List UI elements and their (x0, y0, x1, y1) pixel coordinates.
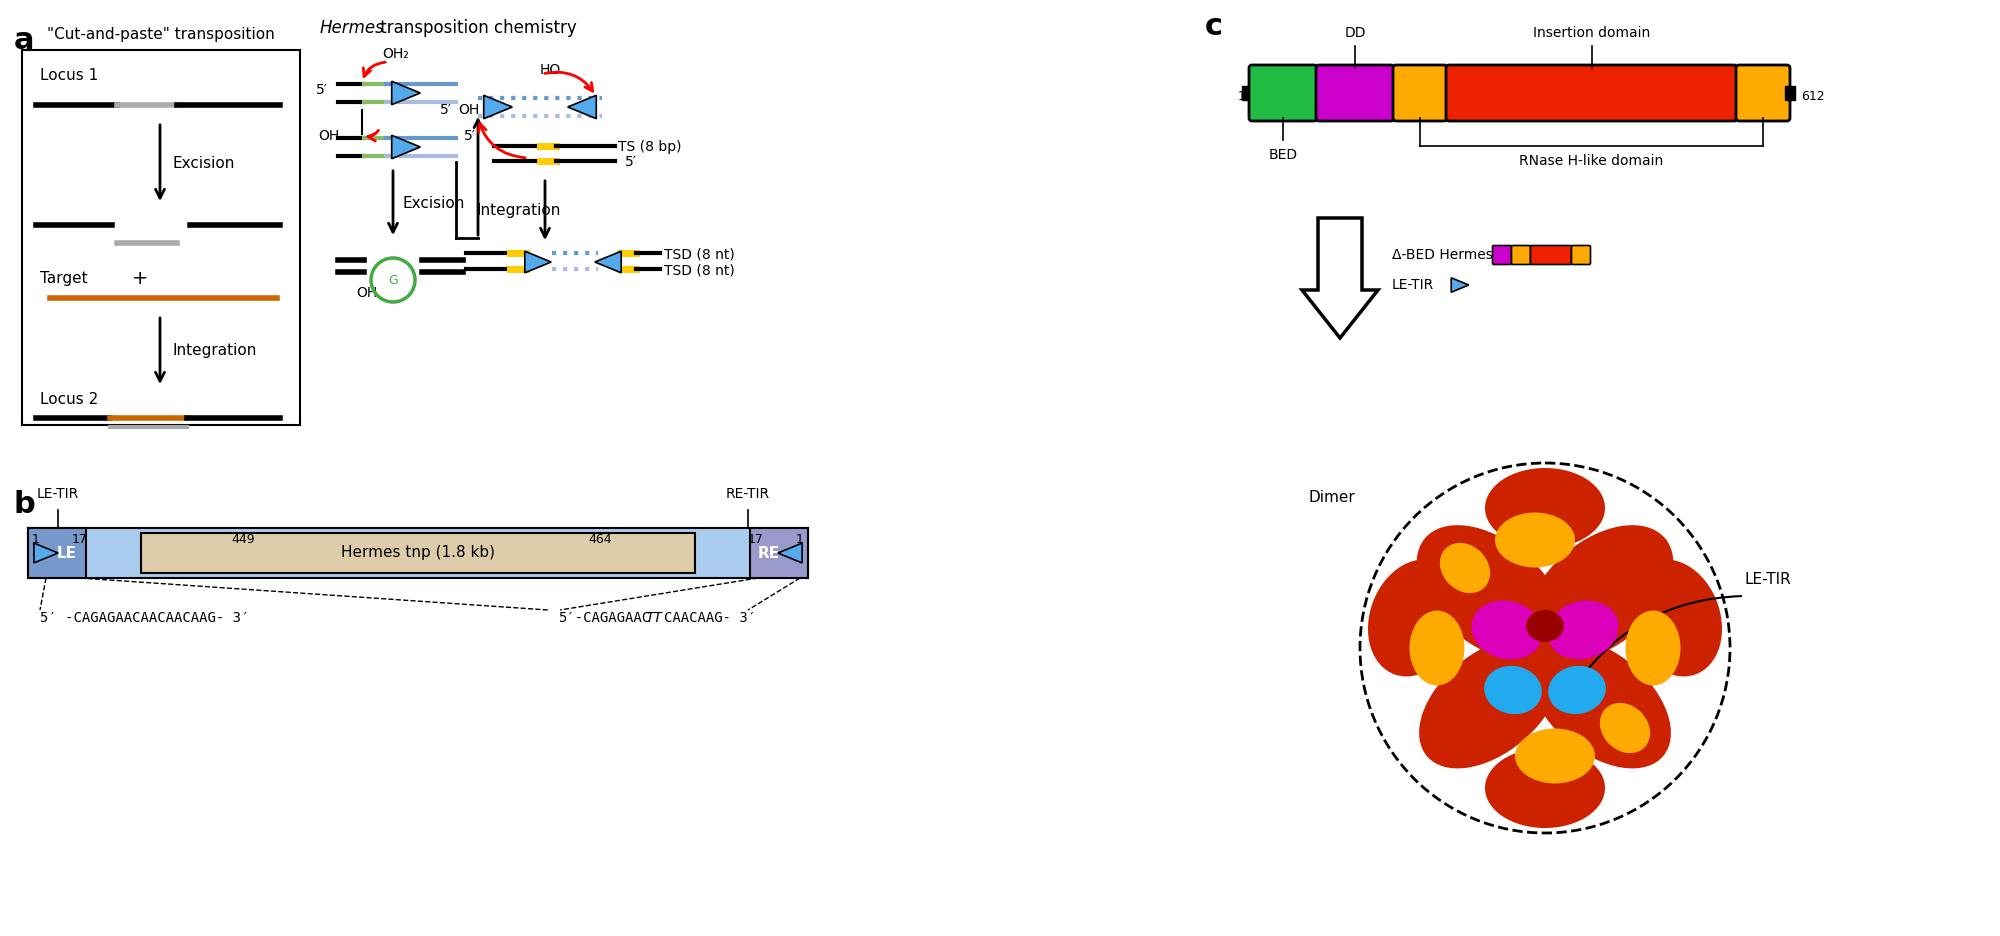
Text: 1: 1 (32, 533, 40, 546)
Polygon shape (392, 81, 420, 105)
Text: LE-TIR: LE-TIR (36, 487, 80, 501)
Text: Excision: Excision (404, 196, 466, 211)
Polygon shape (594, 251, 622, 272)
Ellipse shape (1484, 468, 1604, 548)
Text: CAACAAG- 3′: CAACAAG- 3′ (664, 611, 756, 625)
FancyBboxPatch shape (1572, 245, 1590, 265)
Ellipse shape (1628, 560, 1722, 677)
Text: G: G (388, 273, 398, 286)
Ellipse shape (1530, 637, 1670, 768)
Ellipse shape (1420, 637, 1560, 768)
FancyBboxPatch shape (1512, 245, 1530, 265)
Text: Hermes: Hermes (320, 19, 384, 37)
Text: TT: TT (646, 611, 662, 625)
Text: LE-TIR: LE-TIR (1744, 573, 1792, 588)
Ellipse shape (1526, 525, 1674, 661)
Text: Dimer: Dimer (1308, 490, 1356, 505)
Text: 5′: 5′ (316, 83, 328, 97)
Text: OH: OH (318, 129, 340, 143)
Bar (22, 50, 300, 425)
Text: Integration: Integration (172, 344, 256, 358)
Text: c: c (1204, 12, 1224, 41)
Polygon shape (778, 543, 802, 563)
Bar (1786, 86, 1796, 100)
Text: Hermes tnp (1.8 kb): Hermes tnp (1.8 kb) (340, 546, 496, 561)
Ellipse shape (1416, 525, 1564, 661)
FancyBboxPatch shape (1248, 65, 1316, 121)
FancyBboxPatch shape (1736, 65, 1790, 121)
FancyBboxPatch shape (1392, 65, 1448, 121)
Ellipse shape (1548, 601, 1618, 660)
Bar (28, 528, 86, 578)
Text: Excision: Excision (172, 155, 234, 170)
Ellipse shape (1626, 610, 1680, 685)
Text: OH₂: OH₂ (382, 47, 408, 61)
Text: Δ-BED Hermes: Δ-BED Hermes (1392, 248, 1492, 262)
Text: LE-TIR: LE-TIR (1392, 278, 1434, 292)
Text: BED: BED (1268, 148, 1298, 162)
Text: LE: LE (56, 546, 76, 561)
Text: OH: OH (356, 286, 378, 300)
Text: 5′: 5′ (624, 155, 636, 169)
Text: DD: DD (1344, 26, 1366, 40)
Polygon shape (524, 251, 552, 272)
Text: 17: 17 (748, 533, 764, 546)
Ellipse shape (1526, 610, 1564, 642)
Polygon shape (34, 543, 58, 563)
Bar (750, 528, 808, 578)
Text: +: + (132, 269, 148, 287)
Text: 449: 449 (232, 533, 254, 546)
Polygon shape (1302, 218, 1378, 338)
Bar (140, 533, 696, 573)
Text: 5′: 5′ (440, 103, 452, 117)
Text: 464: 464 (588, 533, 612, 546)
Text: b: b (14, 490, 36, 519)
Text: RE-TIR: RE-TIR (726, 487, 770, 501)
Ellipse shape (1484, 665, 1542, 714)
Text: TS (8 bp): TS (8 bp) (618, 140, 682, 154)
Ellipse shape (1440, 543, 1490, 593)
Text: 1: 1 (796, 533, 804, 546)
Polygon shape (568, 95, 596, 119)
FancyBboxPatch shape (1316, 65, 1394, 121)
Text: Insertion domain: Insertion domain (1532, 26, 1650, 40)
Text: RE: RE (758, 546, 780, 561)
Text: 5′: 5′ (464, 129, 476, 143)
Ellipse shape (1368, 560, 1462, 677)
Text: 612: 612 (1800, 90, 1824, 103)
Polygon shape (392, 136, 420, 159)
Text: TSD (8 nt): TSD (8 nt) (664, 247, 734, 261)
Text: Locus 2: Locus 2 (40, 392, 98, 407)
Ellipse shape (1410, 610, 1464, 685)
Polygon shape (1452, 278, 1468, 292)
Ellipse shape (1516, 728, 1596, 783)
Text: 17: 17 (72, 533, 88, 546)
Text: Locus 1: Locus 1 (40, 68, 98, 83)
FancyBboxPatch shape (1492, 245, 1512, 265)
Text: 1: 1 (1238, 90, 1246, 103)
Bar (28, 528, 808, 578)
Text: transposition chemistry: transposition chemistry (376, 19, 576, 37)
FancyBboxPatch shape (1530, 245, 1572, 265)
Text: HO: HO (540, 63, 562, 77)
Text: RNase H-like domain: RNase H-like domain (1520, 154, 1664, 168)
Text: OH: OH (458, 103, 480, 117)
Text: TSD (8 nt): TSD (8 nt) (664, 263, 734, 277)
Ellipse shape (1472, 601, 1542, 660)
Text: 5′ -CAGAGAACAACAACAAG- 3′: 5′ -CAGAGAACAACAACAAG- 3′ (40, 611, 250, 625)
Text: "Cut-and-paste" transposition: "Cut-and-paste" transposition (48, 27, 274, 42)
Ellipse shape (1548, 665, 1606, 714)
Text: Integration: Integration (478, 203, 562, 218)
Polygon shape (484, 95, 512, 119)
Text: a: a (14, 26, 34, 55)
Bar (1242, 86, 1252, 100)
FancyBboxPatch shape (1446, 65, 1736, 121)
Text: 5′-CAGAGAAC: 5′-CAGAGAAC (558, 611, 650, 625)
Ellipse shape (1484, 748, 1604, 828)
Ellipse shape (1496, 513, 1576, 567)
Text: Target: Target (40, 271, 88, 285)
Ellipse shape (1600, 703, 1650, 753)
